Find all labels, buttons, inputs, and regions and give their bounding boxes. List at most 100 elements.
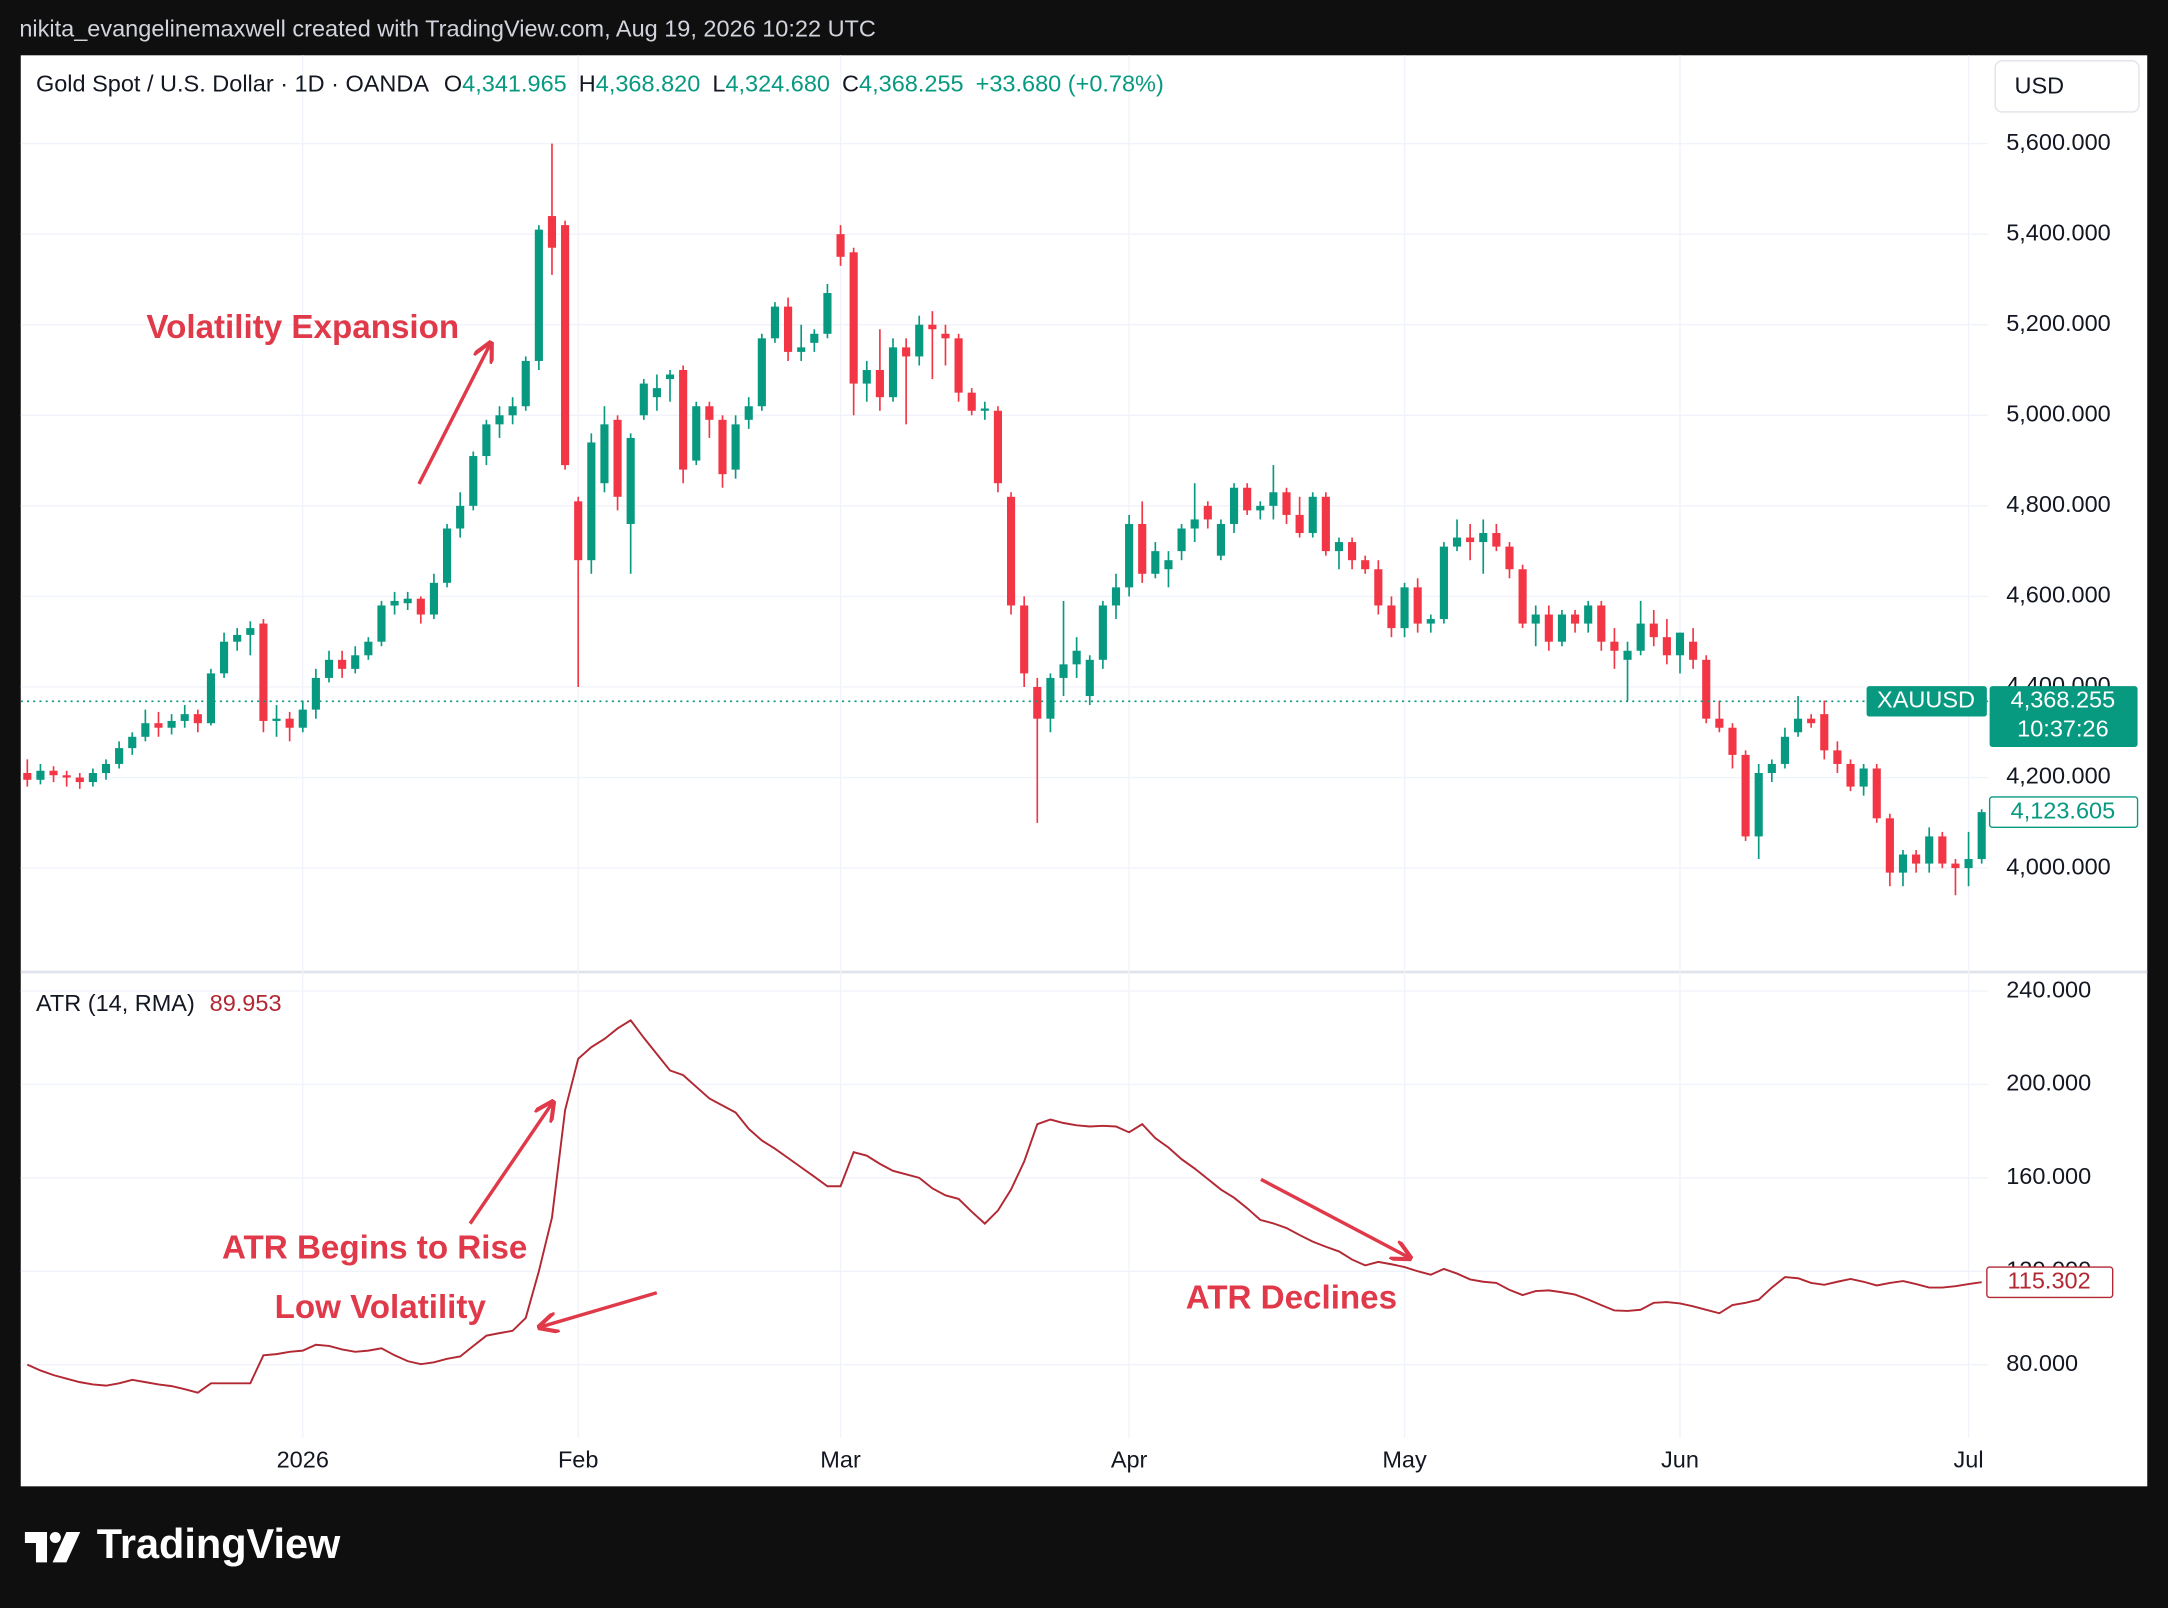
ohlc-key: C: [842, 71, 859, 97]
currency[interactable]: USD: [2015, 72, 2065, 98]
candle-body: [1833, 750, 1842, 764]
candle-body: [508, 406, 517, 416]
candle-body: [1334, 542, 1344, 552]
candle-body: [1885, 818, 1894, 873]
chart-panel: [20, 55, 2148, 1487]
candle-body: [770, 306, 780, 339]
candle-body: [1177, 528, 1186, 552]
candle-body: [1571, 614, 1580, 624]
candle-body: [469, 456, 478, 506]
y-tick-label: 5,200.000: [2006, 310, 2111, 336]
candle-body: [561, 225, 570, 466]
candle-body: [324, 659, 334, 678]
candle-body: [1374, 569, 1383, 606]
atr-tag: [1986, 1266, 2114, 1299]
logo-shape: [24, 1531, 48, 1563]
y-tick-label: 4,800.000: [2006, 491, 2111, 517]
candle-body: [1584, 605, 1593, 624]
candle-body: [88, 773, 97, 783]
candle-body: [1321, 496, 1330, 552]
candle-body: [377, 605, 386, 642]
candle-body: [246, 628, 255, 635]
candle-body: [1138, 523, 1147, 574]
candle-body: [744, 406, 753, 420]
x-tick-label: Mar: [820, 1447, 861, 1473]
candle-body: [1151, 551, 1160, 574]
candle-body: [1951, 863, 1960, 869]
candle-body: [1872, 768, 1881, 819]
x-tick-label: 2026: [277, 1447, 329, 1473]
symbol-tag-label: XAUUSD: [1877, 687, 1975, 713]
candle-body: [836, 234, 845, 257]
arrow: [539, 1291, 658, 1328]
currency-button[interactable]: [1994, 60, 2140, 113]
candle-body: [1925, 836, 1934, 864]
candle-body: [403, 598, 412, 604]
candle-body: [23, 773, 32, 780]
candle-body: [1216, 523, 1225, 556]
candle-body: [1413, 587, 1422, 624]
ohlc-value: 4,368.820: [596, 71, 701, 97]
x-tick-label: May: [1382, 1447, 1427, 1473]
candle-body: [1964, 859, 1973, 869]
candle-body: [1518, 569, 1527, 624]
candle-body: [1085, 659, 1094, 697]
attribution: nikita_evangelinemaxwell created with Tr…: [19, 16, 876, 42]
candle-body: [285, 718, 294, 728]
x-tick-label: Jun: [1661, 1447, 1699, 1473]
atr-legend-value: 89.953: [210, 990, 282, 1016]
candle-body: [1859, 768, 1868, 787]
candle-body: [797, 347, 806, 352]
price-tag: [1989, 686, 2138, 747]
candle-body: [390, 600, 399, 606]
candle-body: [1728, 727, 1737, 755]
candle-body: [495, 415, 504, 425]
time-axis: 2026 Feb Mar Apr May Jun Jul: [277, 1447, 1984, 1473]
candle-body: [784, 306, 793, 352]
y-tick-label: 4,200.000: [2006, 763, 2111, 789]
candle-body: [1426, 619, 1435, 624]
candle-body: [351, 655, 360, 669]
annotation: Volatility Expansion: [146, 309, 459, 346]
symbol-tag: [1866, 686, 1987, 717]
candle-body: [888, 347, 898, 398]
candle-body: [1662, 637, 1671, 656]
candle-body: [1295, 514, 1304, 534]
candle-body: [180, 714, 189, 721]
candle-body: [915, 324, 924, 357]
candle-body: [1898, 854, 1908, 873]
candle-body: [1452, 537, 1462, 547]
candle-body: [1269, 492, 1278, 506]
atr-pane: [26, 1018, 1982, 1394]
candle-body: [875, 370, 884, 398]
x-tick-label: Feb: [558, 1447, 599, 1473]
candle-body: [613, 419, 622, 497]
axes: 4,000.0004,200.0004,400.0004,600.0004,80…: [1866, 129, 2139, 1376]
candle-body: [574, 501, 583, 561]
candle-body: [993, 410, 1003, 484]
y-tick-label: 80.000: [2006, 1350, 2078, 1376]
annotations: Volatility Expansion ATR Begins to Rise …: [146, 309, 1397, 1326]
logo-shape: [52, 1531, 81, 1563]
candle-body: [115, 748, 124, 764]
candle-body: [731, 424, 740, 470]
x-tick-label: Jul: [1954, 1447, 1984, 1473]
candle-body: [1020, 605, 1029, 674]
candle-body: [298, 709, 307, 728]
candle-body: [665, 374, 675, 380]
candle-body: [849, 252, 858, 384]
candle-body: [1649, 623, 1658, 638]
candle-body: [1308, 496, 1317, 534]
ohlc-key: H: [579, 71, 596, 97]
atr-legend: ATR (14, RMA) 89.953: [36, 990, 282, 1016]
candle-body: [442, 528, 452, 583]
candle-body: [1597, 605, 1606, 642]
candle-body: [534, 229, 543, 361]
price-legend: Gold Spot / U.S. Dollar · 1D · OANDA O4,…: [36, 71, 1164, 97]
y-tick-label: 4,600.000: [2006, 582, 2111, 608]
candle-body: [1938, 836, 1947, 864]
candle-body: [1544, 614, 1553, 642]
candle-body: [1387, 605, 1396, 629]
candle-body: [718, 419, 727, 475]
